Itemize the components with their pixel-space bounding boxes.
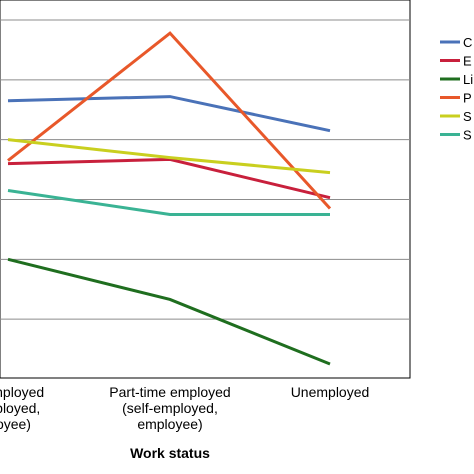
x-tick-label: Unemployed xyxy=(291,384,370,400)
legend-label: Li xyxy=(463,72,473,87)
legend-label: S xyxy=(463,128,472,143)
plot-frame xyxy=(0,0,411,379)
legend-label: P xyxy=(463,91,472,106)
series-line xyxy=(7,95,331,133)
x-axis-label: Work status xyxy=(130,445,210,461)
x-tick-label: e employedemployed,ployee) xyxy=(0,384,44,432)
x-tick-label: Part-time employed (self-employed, employe… xyxy=(109,384,230,432)
legend-label: C xyxy=(463,35,472,50)
x-tick-labels: e employedemployed,ployee) Part-time empl… xyxy=(0,384,369,432)
series-line xyxy=(7,31,332,210)
series-line xyxy=(7,157,331,200)
legend-label: E xyxy=(463,54,472,69)
series-line xyxy=(7,138,331,175)
legend-label: S xyxy=(463,109,472,124)
series-lines xyxy=(7,31,332,366)
gridlines xyxy=(0,19,410,320)
series-line xyxy=(7,189,330,216)
series-line xyxy=(7,257,331,366)
